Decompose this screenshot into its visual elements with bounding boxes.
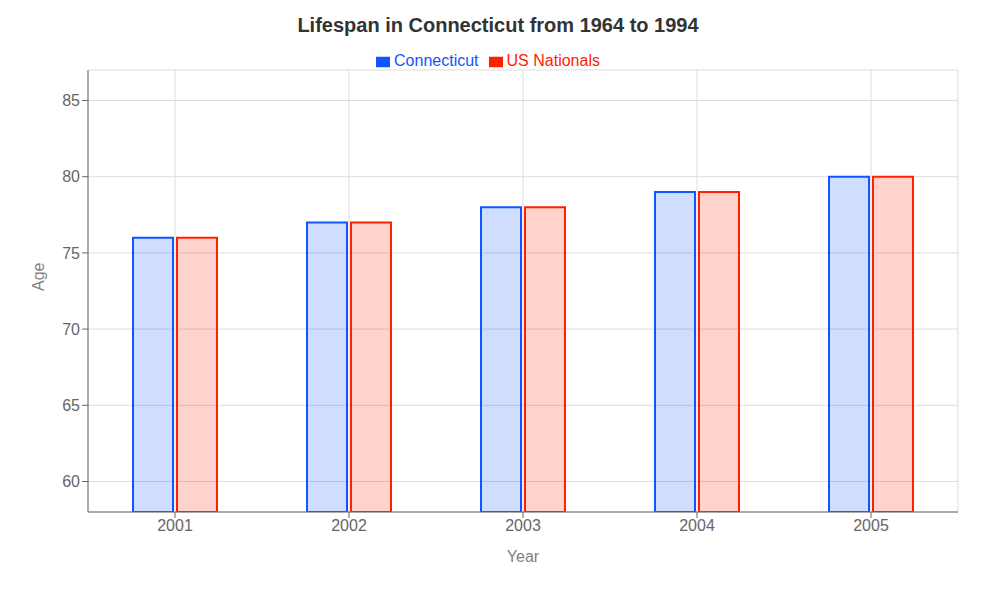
svg-text:2005: 2005 [853,517,889,534]
svg-text:Year: Year [507,548,540,565]
svg-text:Age: Age [30,262,47,291]
svg-text:65: 65 [62,397,80,414]
svg-text:60: 60 [62,473,80,490]
svg-text:2003: 2003 [505,517,541,534]
svg-text:80: 80 [62,168,80,185]
svg-text:2004: 2004 [679,517,715,534]
html-text:US Nationals: US Nationals [506,52,600,69]
svg-text:2001: 2001 [157,517,193,534]
svg-text:75: 75 [62,245,80,262]
svg-text:85: 85 [62,92,80,109]
html-text:Lifespan in Connecticut from 1: Lifespan in Connecticut from 1964 to 199… [297,14,699,36]
svg-text:2002: 2002 [331,517,367,534]
svg-text:70: 70 [62,321,80,338]
html-text:Connecticut: Connecticut [394,52,479,69]
